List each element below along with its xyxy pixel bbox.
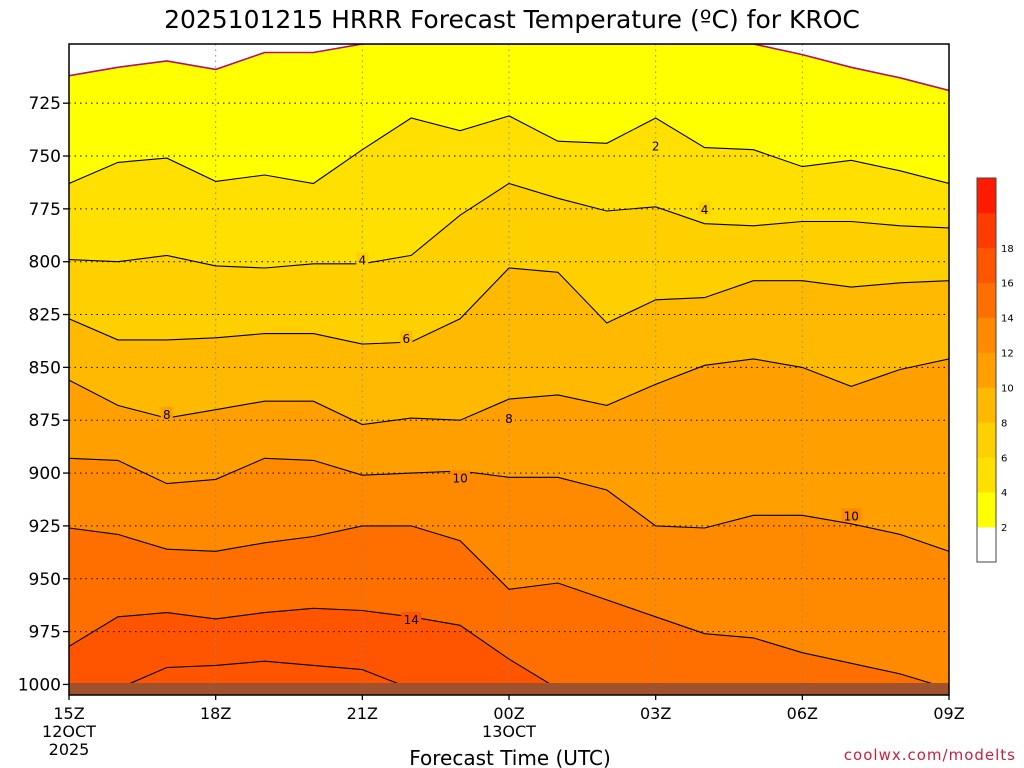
contour-line-0 [69,44,949,92]
colorbar-swatch [977,247,996,284]
contour-label-bg [841,508,862,522]
x-tick-label: 15Z [53,704,84,723]
x-tick-label: 03Z [640,704,671,723]
contour-label-text: 8 [505,412,513,426]
contour-label-bg [160,406,173,420]
contour-label-bg [698,201,711,215]
y-tick-label: 875 [29,411,61,431]
contour-label-8: 8 [160,406,173,422]
colorbar-swatch [977,457,996,493]
contour-label-text: 4 [359,254,367,268]
contour-label-text: 10 [452,471,467,485]
contour-line-2 [69,115,949,185]
colorbar-swatch [977,212,996,249]
contour-label-bg [400,330,413,344]
contour-labels: 2 4 4 6 8 8 10 10 14 [160,138,862,627]
contour-label-text: 4 [701,203,709,217]
colorbar-swatch [977,317,996,353]
colorbar-tick-label: 16 [1001,279,1014,290]
x-tick-label: 06Z [787,704,818,723]
contour-label-text: 2 [652,139,660,153]
colorbar-swatch [977,178,996,214]
colorbar-tick-label: 8 [1001,418,1007,429]
y-tick-label: 975 [29,623,61,643]
colorbar-tick-label: 6 [1001,453,1007,464]
x-tick-date: 13OCT [482,722,536,741]
x-tick-label: 21Z [347,704,378,723]
y-tick-label: 825 [29,306,61,326]
contour-label-bg [356,252,369,266]
colorbar-tick-label: 18 [1001,244,1014,255]
contour-label-bg [401,611,422,625]
contour-label-bg [503,411,515,425]
x-tick-label: 18Z [200,704,231,723]
colorbar-swatch [977,387,996,423]
x-tick-date: 12OCT [42,722,96,741]
colorbar-frame [976,177,997,563]
contour-label-8: 8 [503,411,515,426]
y-tick-label: 950 [29,570,61,590]
y-tick-label: 725 [29,94,61,114]
y-axis: 725 750 775 800 825 850 875 900 925 950 975 1000 [18,94,69,695]
contour-label-bg [649,138,662,152]
contour-label-10: 10 [841,508,862,523]
colorbar-tick-label: 2 [1001,523,1007,534]
y-tick-label: 750 [29,147,61,167]
temperature-fill-areas [69,44,949,695]
colorbar-swatch [977,282,996,318]
contour-label-text: 14 [404,613,419,627]
y-tick-label: 850 [29,358,61,378]
contour-line-4 [69,182,949,269]
colorbar: 2 4 6 8 10 12 14 16 18 [976,177,1014,563]
colorbar-swatch [977,527,996,563]
contour-line-8 [69,358,949,426]
contour-label-text: 10 [844,509,859,523]
contour-label-14: 14 [401,611,422,627]
y-tick-label: 900 [29,464,61,484]
y-tick-label: 1000 [18,675,61,695]
contour-label-bg [450,470,471,484]
credit-text: coolwx.com/modelts [844,746,1016,764]
contour-lines [69,44,949,690]
contour-label-4: 4 [356,252,369,268]
contour-line-10 [69,457,949,552]
contour-label-text: 8 [163,408,171,422]
colorbar-tick-label: 10 [1001,383,1014,394]
contour-label-text: 6 [403,332,411,346]
chart-title: 2025101215 HRRR Forecast Temperature (ºC… [164,5,860,34]
contour-label-4: 4 [698,201,711,217]
contour-label-10: 10 [450,470,471,485]
colorbar-swatch [977,352,996,388]
contour-label-2: 2 [649,138,662,153]
colorbar-swatch [977,492,996,528]
x-axis-label: Forecast Time (UTC) [409,746,611,768]
colorbar-tick-label: 12 [1001,349,1014,360]
contour-line-6 [69,267,949,345]
x-tick-label: 09Z [933,704,964,723]
y-tick-label: 800 [29,253,61,273]
contour-line-12 [69,525,949,690]
colorbar-tick-label: 14 [1001,314,1014,325]
band-below-0 [69,44,949,91]
x-tick-label: 00Z [493,704,524,723]
y-tick-label: 925 [29,517,61,537]
colorbar-tick-label: 4 [1001,488,1007,499]
colorbar-swatch [977,422,996,458]
contour-label-6: 6 [400,330,413,346]
y-tick-label: 775 [29,200,61,220]
x-tick-year: 2025 [49,740,90,759]
ground-surface [69,683,949,695]
